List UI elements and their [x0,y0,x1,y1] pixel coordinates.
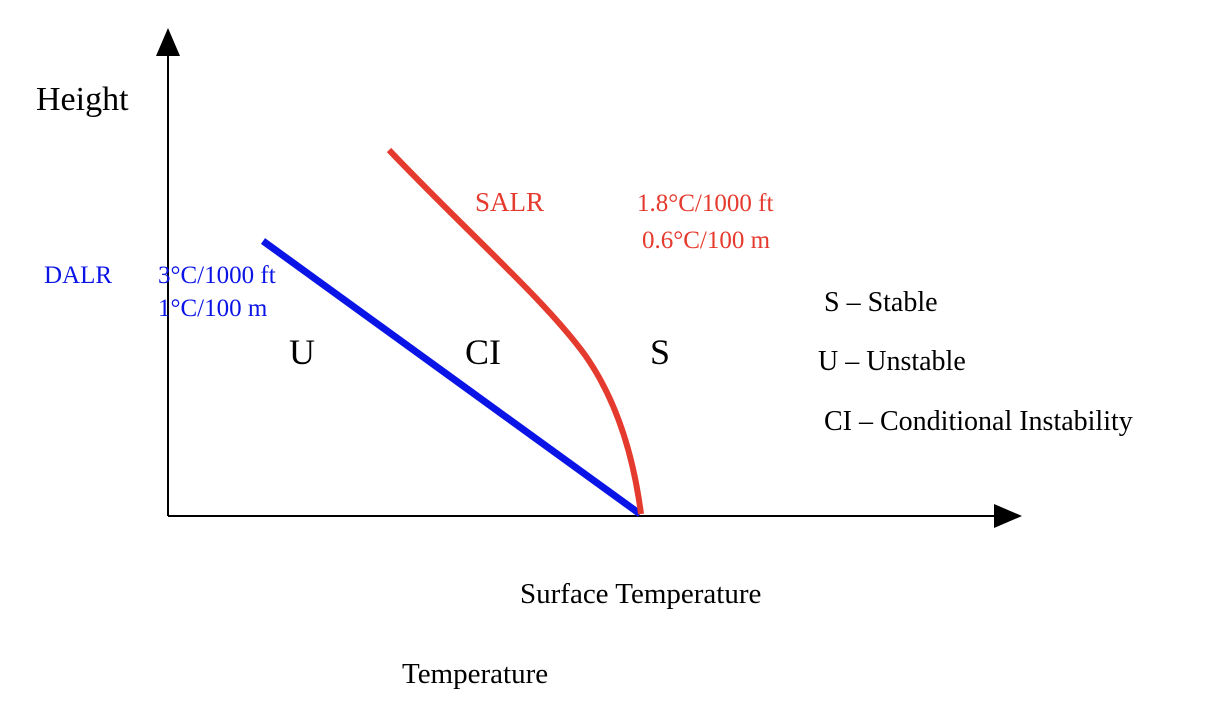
dalr-rate-m: 1°C/100 m [158,295,268,322]
dalr-line [260,238,643,517]
bottom-label: Temperature [402,658,548,690]
salr-rate-m: 0.6°C/100 m [642,227,771,254]
region-stable-label: S [650,332,670,372]
x-axis-arrowhead [994,504,1022,528]
y-axis-arrowhead [156,28,180,56]
legend-unstable: U – Unstable [818,346,966,377]
x-axis-label: Surface Temperature [520,578,761,610]
salr-name-label: SALR [475,187,544,217]
salr-curve [386,147,644,515]
dalr-name-label: DALR [44,262,112,289]
dalr-rate-ft: 3°C/1000 ft [158,262,276,289]
region-unstable-label: U [289,332,315,372]
salr-rate-ft: 1.8°C/1000 ft [637,190,773,217]
legend-stable: S – Stable [824,287,938,318]
region-conditional-label: CI [465,332,501,372]
legend-conditional: CI – Conditional Instability [824,406,1133,437]
y-axis-label: Height [36,81,129,118]
